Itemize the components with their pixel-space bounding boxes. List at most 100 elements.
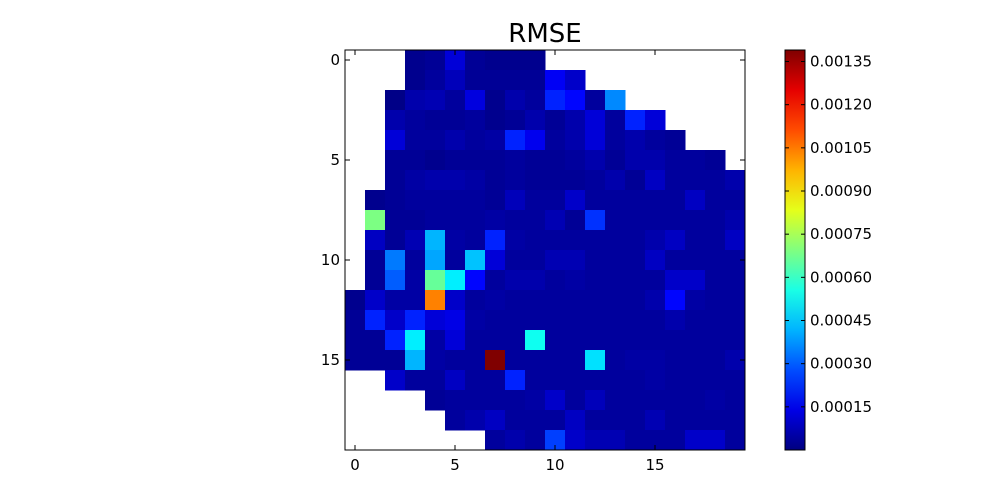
heatmap-cell (565, 290, 586, 311)
heatmap-cell (545, 390, 566, 411)
heatmap-cell (445, 150, 466, 171)
heatmap-cell (525, 50, 546, 71)
heatmap-cell (625, 170, 646, 191)
heatmap-cell (485, 170, 506, 191)
heatmap-cell (545, 290, 566, 311)
heatmap-cell (465, 110, 486, 131)
heatmap-cell (365, 250, 386, 271)
heatmap-cell (425, 50, 446, 71)
heatmap-cell (385, 150, 406, 171)
heatmap-cell (425, 330, 446, 351)
heatmap-cell (725, 390, 746, 411)
heatmap-cell (705, 370, 726, 391)
heatmap-cell (425, 350, 446, 371)
heatmap-cell (505, 70, 526, 91)
heatmap-cell (705, 390, 726, 411)
heatmap-cell (645, 210, 666, 231)
heatmap-cell (385, 310, 406, 331)
heatmap-cell (485, 90, 506, 111)
heatmap-cell (505, 90, 526, 111)
colorbar-tick-label: 0.00090 (810, 182, 872, 200)
heatmap-cell (425, 230, 446, 251)
heatmap-cell (385, 110, 406, 131)
heatmap-cell (385, 350, 406, 371)
heatmap-cell (605, 390, 626, 411)
heatmap-cell (645, 410, 666, 431)
heatmap-cell (405, 50, 426, 71)
heatmap-cell (685, 370, 706, 391)
heatmap-cell (585, 110, 606, 131)
colorbar-tick-label: 0.00075 (810, 225, 872, 243)
heatmap-cell (445, 170, 466, 191)
x-tick-label: 15 (645, 456, 664, 474)
heatmap-cell (665, 430, 686, 451)
heatmap-cell (405, 110, 426, 131)
heatmap-cell (685, 230, 706, 251)
heatmap-cell (505, 150, 526, 171)
heatmap-cell (425, 310, 446, 331)
heatmap-cell (645, 370, 666, 391)
heatmap-cell (365, 190, 386, 211)
heatmap-cell (505, 130, 526, 151)
heatmap-cell (445, 50, 466, 71)
heatmap-cell (505, 230, 526, 251)
heatmap-cell (405, 270, 426, 291)
heatmap-cell (505, 290, 526, 311)
heatmap-cell (465, 230, 486, 251)
heatmap-cell (485, 410, 506, 431)
heatmap-cell (505, 270, 526, 291)
heatmap-cell (605, 130, 626, 151)
heatmap-cell (465, 90, 486, 111)
heatmap-cell (685, 330, 706, 351)
heatmap-cell (505, 430, 526, 451)
heatmap-cell (665, 170, 686, 191)
heatmap-cell (725, 230, 746, 251)
heatmap-cells (345, 50, 746, 451)
heatmap-cell (505, 310, 526, 331)
heatmap-cell (725, 290, 746, 311)
heatmap-cell (645, 270, 666, 291)
heatmap-cell (645, 310, 666, 331)
heatmap-cell (465, 150, 486, 171)
heatmap-cell (585, 130, 606, 151)
heatmap-cell (585, 270, 606, 291)
heatmap-cell (705, 430, 726, 451)
heatmap-cell (425, 250, 446, 271)
heatmap-cell (705, 310, 726, 331)
heatmap-cell (525, 130, 546, 151)
heatmap-cell (405, 330, 426, 351)
heatmap-cell (605, 250, 626, 271)
heatmap-cell (705, 330, 726, 351)
heatmap-cell (585, 210, 606, 231)
heatmap-cell (725, 250, 746, 271)
heatmap-cell (725, 170, 746, 191)
heatmap-cell (665, 250, 686, 271)
heatmap-cell (585, 330, 606, 351)
heatmap-cell (625, 250, 646, 271)
colorbar-tick-label: 0.00015 (810, 398, 872, 416)
heatmap-cell (365, 270, 386, 291)
heatmap-cell (605, 230, 626, 251)
heatmap-cell (625, 210, 646, 231)
heatmap-cell (585, 390, 606, 411)
heatmap-cell (645, 390, 666, 411)
heatmap-cell (685, 310, 706, 331)
heatmap-cell (405, 290, 426, 311)
heatmap-cell (425, 170, 446, 191)
heatmap-cell (465, 350, 486, 371)
heatmap-cell (705, 230, 726, 251)
heatmap-cell (485, 150, 506, 171)
heatmap-cell (625, 350, 646, 371)
heatmap-cell (385, 230, 406, 251)
heatmap-cell (445, 270, 466, 291)
heatmap-cell (685, 430, 706, 451)
heatmap-cell (565, 410, 586, 431)
y-tick-label: 10 (321, 251, 340, 269)
heatmap-cell (525, 70, 546, 91)
heatmap-cell (685, 150, 706, 171)
heatmap-cell (645, 150, 666, 171)
heatmap-cell (565, 130, 586, 151)
heatmap-cell (485, 190, 506, 211)
heatmap-cell (385, 210, 406, 231)
heatmap-cell (545, 110, 566, 131)
